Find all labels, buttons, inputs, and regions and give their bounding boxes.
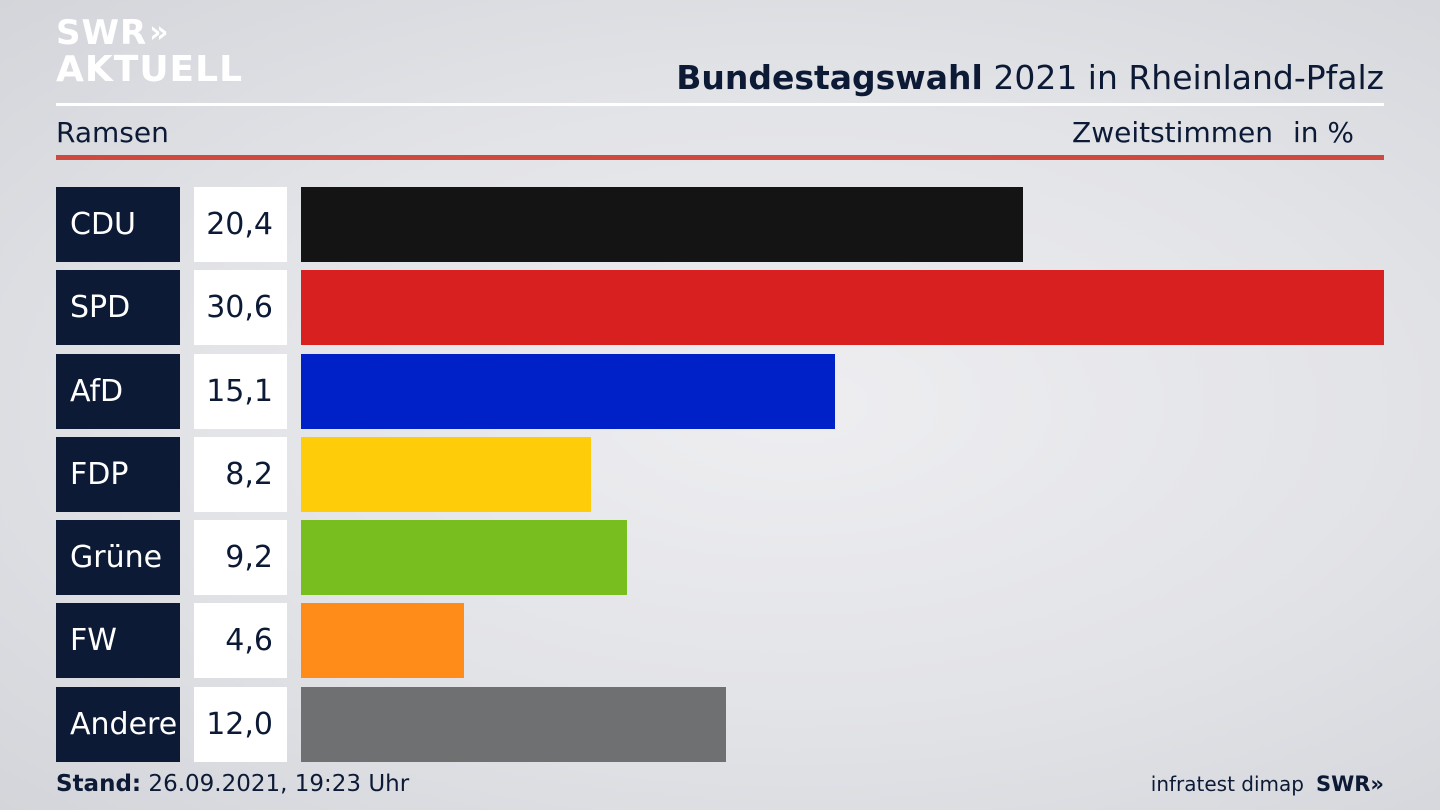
chart-title-bold: Bundestagswahl xyxy=(676,58,983,97)
party-label: Andere xyxy=(56,686,180,762)
stand-label: Stand: xyxy=(56,771,142,797)
bar-row: AfD 15,1 xyxy=(56,353,1384,429)
value-label: 4,6 xyxy=(194,603,287,679)
bar-row: FDP 8,2 xyxy=(56,436,1384,512)
bar xyxy=(301,270,1384,346)
party-label: FDP xyxy=(56,436,180,512)
bar xyxy=(301,353,836,429)
party-label: AfD xyxy=(56,353,180,429)
logo-swr: SWR xyxy=(56,13,148,53)
value-label: 30,6 xyxy=(194,270,287,346)
bar-row: SPD 30,6 xyxy=(56,270,1384,346)
source-name: infratest dimap xyxy=(1150,772,1304,796)
party-label: CDU xyxy=(56,187,180,262)
logo-aktuell: AKTUELL xyxy=(56,49,244,90)
value-label: 15,1 xyxy=(194,353,287,429)
region-name: Ramsen xyxy=(56,116,169,149)
accent-divider xyxy=(56,155,1384,160)
bar-row: FW 4,6 xyxy=(56,603,1384,679)
measure-label: Zweitstimmen in % xyxy=(1072,116,1354,149)
bar xyxy=(301,603,464,679)
bar xyxy=(301,520,627,596)
measure-unit: in % xyxy=(1292,116,1354,149)
bar xyxy=(301,187,1023,262)
value-label: 12,0 xyxy=(194,686,287,762)
timestamp: Stand: 26.09.2021, 19:23 Uhr xyxy=(56,771,409,797)
source-credit: infratest dimap SWR» xyxy=(1151,772,1384,796)
bar-row: Andere 12,0 xyxy=(56,686,1384,762)
header-divider xyxy=(56,103,1384,106)
stand-value: 26.09.2021, 19:23 Uhr xyxy=(141,771,410,797)
chart-title-rest: 2021 in Rheinland-Pfalz xyxy=(982,58,1384,97)
bar-chart: CDU 20,4 SPD 30,6 AfD 15,1 FDP 8,2 Grüne 9,2 FW 4,6… xyxy=(56,187,1384,770)
value-label: 20,4 xyxy=(194,187,287,262)
bar-row: Grüne 9,2 xyxy=(56,520,1384,596)
value-label: 8,2 xyxy=(194,436,287,512)
value-label: 9,2 xyxy=(194,520,287,596)
party-label: SPD xyxy=(56,270,180,346)
logo-arrows-icon: » xyxy=(149,15,169,50)
bar xyxy=(301,436,592,512)
bar xyxy=(301,686,726,762)
party-label: Grüne xyxy=(56,520,180,596)
swr-aktuell-logo: SWR» AKTUELL xyxy=(56,16,243,88)
measure-name: Zweitstimmen xyxy=(1072,116,1273,149)
chart-title: Bundestagswahl 2021 in Rheinland-Pfalz xyxy=(676,58,1384,97)
swr-brand-logo: SWR» xyxy=(1315,772,1384,796)
bar-row: CDU 20,4 xyxy=(56,187,1384,262)
party-label: FW xyxy=(56,603,180,679)
